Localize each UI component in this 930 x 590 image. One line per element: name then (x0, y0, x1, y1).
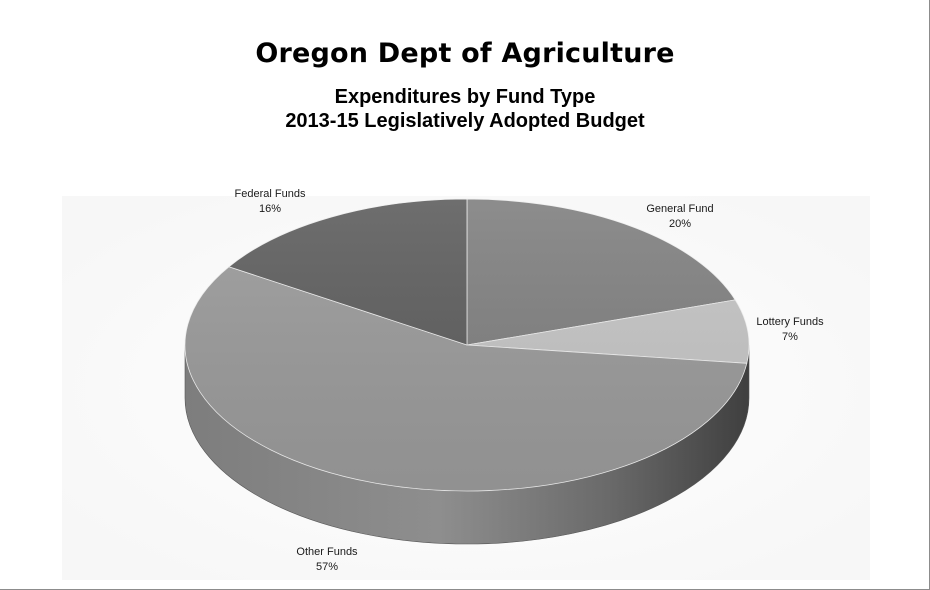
pie-top-face (184, 198, 750, 492)
slice-label-lottery-funds: Lottery Funds (756, 316, 824, 328)
slice-label-federal-funds: Federal Funds (235, 188, 306, 200)
slice-percent-federal-funds: 16% (259, 203, 281, 215)
slice-percent-general-fund: 20% (669, 218, 691, 230)
slice-percent-lottery-funds: 7% (782, 331, 798, 343)
slice-label-other-funds: Other Funds (296, 546, 358, 558)
slice-percent-other-funds: 57% (316, 561, 338, 573)
chart-subtitle-line-1: Expenditures by Fund Type (334, 86, 596, 108)
chart-title: Oregon Dept of Agriculture (255, 38, 675, 69)
chart-subtitle-line-2: 2013-15 Legislatively Adopted Budget (285, 110, 645, 132)
pie-labels: General Fund 20% Lottery Funds 7% Other Fund… (235, 188, 825, 573)
slice-label-general-fund: General Fund (646, 203, 713, 215)
pie-top-sheen (185, 199, 749, 491)
